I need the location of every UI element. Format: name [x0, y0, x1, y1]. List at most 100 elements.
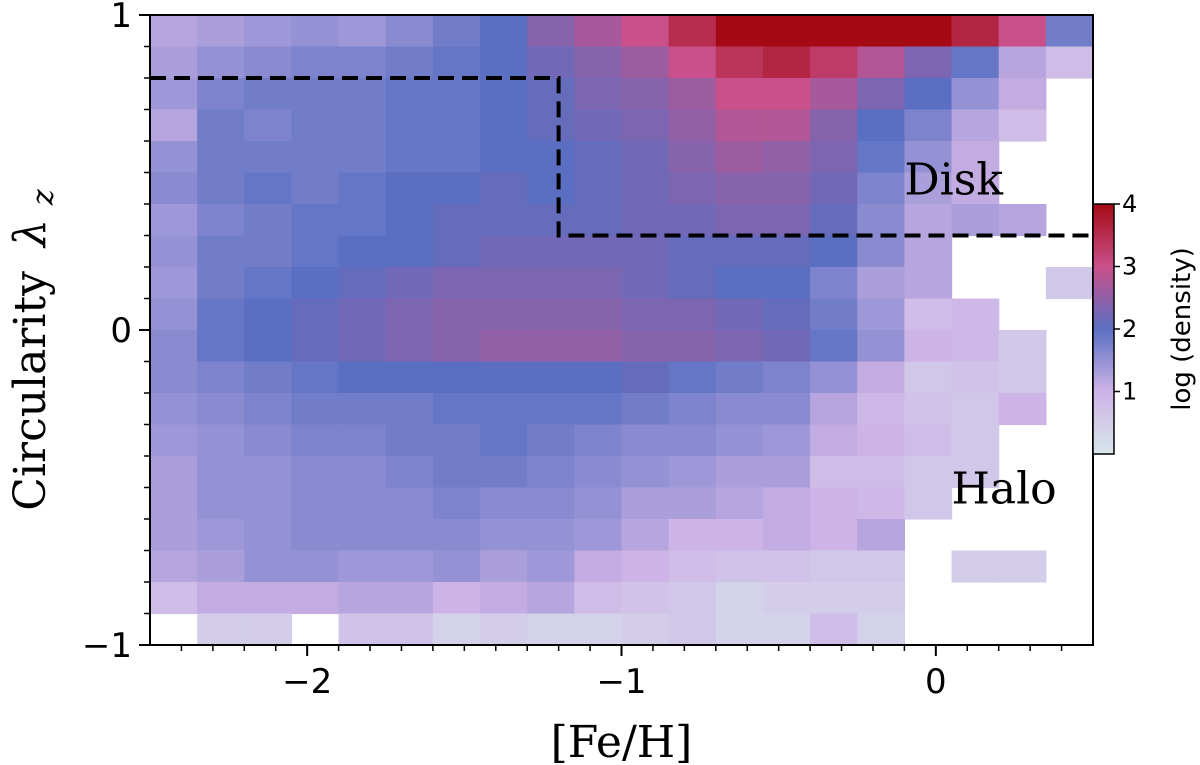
heatmap-cell: [244, 204, 293, 237]
heatmap-cell: [385, 613, 434, 646]
heatmap-cell: [244, 298, 293, 331]
heatmap-cell: [150, 330, 198, 363]
heatmap-cell: [904, 456, 953, 489]
heatmap-cell: [338, 15, 387, 48]
heatmap-cell: [668, 141, 717, 174]
heatmap-cell: [810, 235, 858, 268]
heatmap-cell: [480, 330, 528, 363]
heatmap-cell: [385, 456, 434, 489]
heatmap-cell: [951, 424, 1000, 457]
heatmap-cell: [150, 424, 198, 457]
heatmap-cell: [857, 519, 905, 552]
heatmap-cell: [432, 78, 481, 111]
heatmap-cell: [762, 613, 811, 646]
heatmap-cell: [668, 109, 717, 142]
heatmap-cell: [385, 330, 434, 363]
heatmap-cell: [574, 109, 623, 142]
heatmap-cell: [291, 78, 340, 111]
heatmap-cell: [810, 15, 858, 48]
heatmap-cell: [527, 267, 575, 300]
heatmap-cell: [715, 519, 764, 552]
heatmap-cell: [621, 298, 670, 331]
heatmap-cell: [621, 456, 670, 489]
heatmap-cell: [432, 172, 481, 205]
heatmap-cell: [527, 456, 575, 489]
heatmap-cell: [857, 235, 905, 268]
heatmap-cell: [527, 424, 575, 457]
heatmap-cell: [291, 487, 340, 520]
heatmap-cell: [244, 456, 293, 489]
heatmap-cell: [621, 330, 670, 363]
heatmap-cell: [904, 361, 953, 394]
heatmap-cell: [951, 109, 1000, 142]
heatmap-cell: [385, 393, 434, 426]
heatmap-cell: [432, 204, 481, 237]
heatmap-cell: [668, 361, 717, 394]
heatmap-cell: [150, 204, 198, 237]
heatmap-cell: [338, 109, 387, 142]
heatmap-cell: [385, 172, 434, 205]
heatmap-cell: [574, 519, 623, 552]
heatmap-cell: [244, 330, 293, 363]
heatmap-cell: [857, 330, 905, 363]
heatmap-cell: [338, 204, 387, 237]
heatmap-cell: [338, 46, 387, 79]
heatmap-cell: [385, 109, 434, 142]
heatmap-cell: [480, 15, 528, 48]
heatmap-cell: [762, 109, 811, 142]
y-axis-title: Circularity λ z: [5, 189, 61, 511]
heatmap-cell: [527, 141, 575, 174]
heatmap-cell: [574, 172, 623, 205]
heatmap-cell: [432, 46, 481, 79]
heatmap-cell: [480, 424, 528, 457]
heatmap-cell: [385, 235, 434, 268]
heatmap-cell: [857, 550, 905, 583]
colorbar-ticks: 1 2 3 4: [1114, 190, 1137, 406]
disk-halo-boundary: [150, 76, 1093, 238]
heatmap-cell: [904, 487, 953, 520]
heatmap-cell: [715, 456, 764, 489]
heatmap-cell: [244, 46, 293, 79]
heatmap-cell: [904, 204, 953, 237]
heatmap-cell: [857, 613, 905, 646]
heatmap-cell: [574, 613, 623, 646]
heatmap-cell: [480, 582, 528, 615]
heatmap-cell: [668, 393, 717, 426]
colorbar-tick-label: 1: [1122, 378, 1137, 406]
heatmap-cell: [244, 550, 293, 583]
heatmap-cell: [385, 46, 434, 79]
heatmap-cell: [244, 393, 293, 426]
y-axis-title-symbol: λ: [5, 219, 56, 249]
heatmap-cell: [715, 361, 764, 394]
heatmap-cell: [715, 78, 764, 111]
heatmap-cell: [715, 424, 764, 457]
heatmap-cell: [715, 613, 764, 646]
heatmap-cell: [810, 109, 858, 142]
heatmap-cell: [432, 550, 481, 583]
heatmap-cell: [338, 487, 387, 520]
heatmap-cell: [150, 487, 198, 520]
heatmap-cell: [291, 550, 340, 583]
heatmap-cell: [1045, 15, 1094, 48]
heatmap-cell: [762, 298, 811, 331]
heatmap-cell: [857, 141, 905, 174]
heatmap-cell: [150, 15, 198, 48]
heatmap-cell: [527, 582, 575, 615]
heatmap-cell: [385, 424, 434, 457]
y-tick-label: −1: [82, 626, 132, 666]
heatmap-cell: [668, 487, 717, 520]
heatmap-cell: [857, 424, 905, 457]
heatmap-cell: [668, 519, 717, 552]
heatmap-cell: [998, 46, 1047, 79]
heatmap-cell: [338, 519, 387, 552]
heatmap-cell: [762, 141, 811, 174]
heatmap-cell: [338, 393, 387, 426]
heatmap-cell: [480, 204, 528, 237]
heatmap-cell: [762, 424, 811, 457]
heatmap-cell: [527, 361, 575, 394]
heatmap-cell: [904, 267, 953, 300]
heatmap-cell: [998, 550, 1047, 583]
heatmap-cell: [574, 456, 623, 489]
heatmap-cell: [244, 109, 293, 142]
